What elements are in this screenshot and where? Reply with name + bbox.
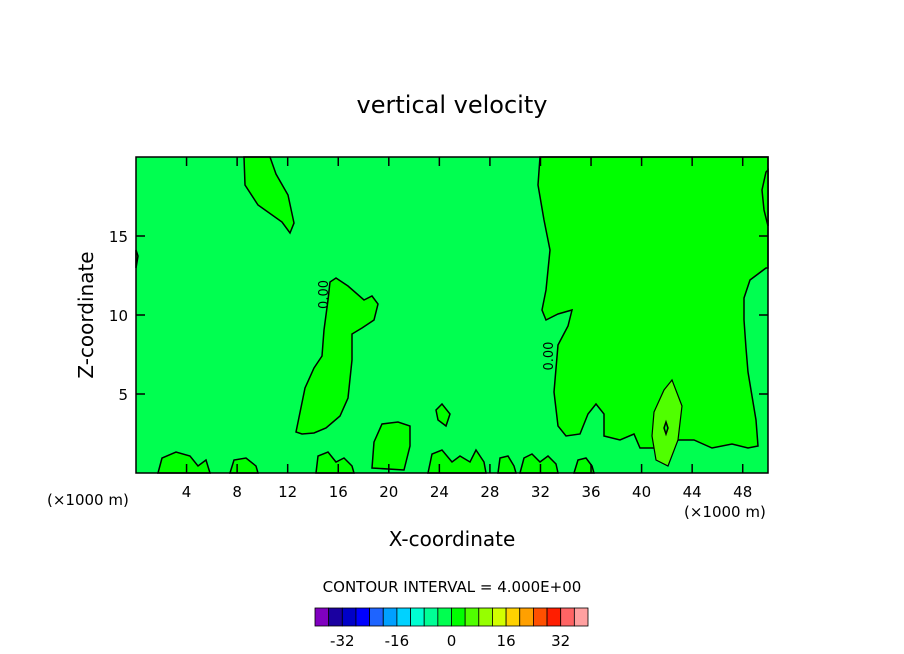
x-unit-left: (×1000 m) <box>47 491 129 509</box>
y-tick-label: 15 <box>109 228 128 246</box>
x-axis-ticks: 4 8 12 16 20 24 28 32 36 40 44 48 <box>182 157 752 501</box>
colorbar-swatch <box>355 607 371 627</box>
x-tick-label: 24 <box>430 483 449 501</box>
colorbar-swatch <box>464 607 480 627</box>
contour-region <box>663 419 669 437</box>
colorbar-swatch <box>573 607 589 627</box>
contour-region <box>295 277 379 435</box>
x-axis-label: X-coordinate <box>389 527 516 551</box>
contour-label: 0.00 <box>542 342 557 371</box>
colorbar <box>314 607 589 627</box>
x-tick-label: 12 <box>278 483 297 501</box>
y-tick-label: 10 <box>109 307 128 325</box>
x-tick-label: 40 <box>632 483 651 501</box>
colorbar-swatch <box>341 607 357 627</box>
colorbar-tick-labels: -32 -16 0 16 32 <box>330 632 570 650</box>
contour-region <box>157 451 212 474</box>
colorbar-swatch <box>546 607 562 627</box>
colorbar-tick-label: -32 <box>330 632 355 650</box>
chart-title: vertical velocity <box>357 91 548 119</box>
contour-region <box>519 453 559 474</box>
contour-region <box>371 421 411 471</box>
x-tick-label: 4 <box>182 483 192 501</box>
x-tick-label: 48 <box>733 483 752 501</box>
contour-label: 0.00 <box>317 280 332 309</box>
x-tick-label: 20 <box>379 483 398 501</box>
colorbar-swatch <box>369 607 384 627</box>
colorbar-swatch <box>478 607 493 627</box>
x-tick-label: 36 <box>581 483 600 501</box>
colorbar-tick-label: -16 <box>385 632 410 650</box>
contour-region <box>243 156 295 235</box>
x-unit-right: (×1000 m) <box>684 503 766 521</box>
contour-field <box>135 156 769 474</box>
x-tick-label: 44 <box>683 483 702 501</box>
colorbar-tick-label: 16 <box>497 632 516 650</box>
x-tick-label: 28 <box>480 483 499 501</box>
colorbar-tick-label: 0 <box>447 632 457 650</box>
colorbar-swatch <box>396 607 411 627</box>
colorbar-swatch <box>382 607 398 627</box>
colorbar-swatch <box>451 607 466 627</box>
contour-region <box>427 448 487 474</box>
colorbar-swatch <box>519 607 534 627</box>
contour-region <box>435 402 451 428</box>
contour-region <box>315 451 355 474</box>
colorbar-swatch <box>410 607 425 627</box>
x-tick-label: 16 <box>329 483 348 501</box>
y-tick-label: 5 <box>118 386 128 404</box>
contour-interval-text: CONTOUR INTERVAL = 4.000E+00 <box>323 578 582 596</box>
contour-labels: 0.00 0.00 <box>317 280 557 371</box>
y-axis-ticks: 5 10 15 <box>109 228 768 404</box>
colorbar-swatch <box>560 607 575 627</box>
colorbar-swatch <box>492 607 507 627</box>
colorbar-swatch <box>533 607 548 627</box>
y-axis-label: Z-coordinate <box>74 251 98 378</box>
colorbar-swatch <box>328 607 343 627</box>
colorbar-swatch <box>505 607 521 627</box>
colorbar-swatch <box>437 607 452 627</box>
colorbar-tick-label: 32 <box>551 632 570 650</box>
x-tick-label: 8 <box>232 483 242 501</box>
colorbar-swatch <box>423 607 439 627</box>
contour-region <box>537 156 769 449</box>
colorbar-swatch <box>314 607 330 627</box>
x-tick-label: 32 <box>531 483 550 501</box>
